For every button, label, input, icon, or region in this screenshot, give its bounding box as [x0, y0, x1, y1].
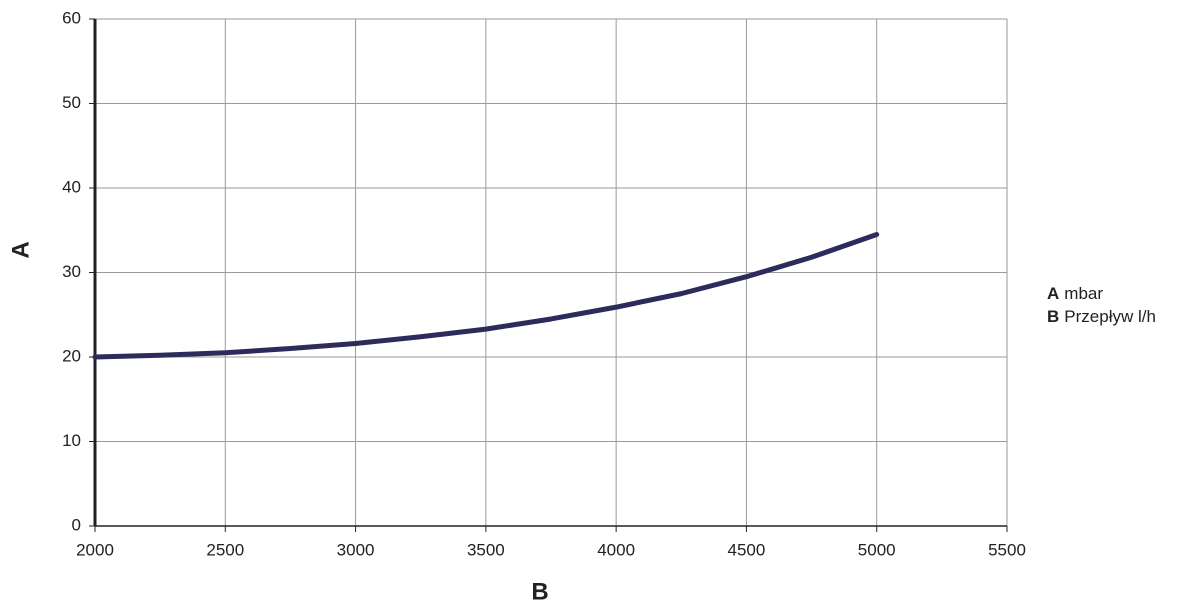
y-tick-label: 60: [62, 8, 81, 27]
legend-text: mbar: [1064, 284, 1103, 303]
legend-key: B: [1047, 307, 1059, 326]
legend-text: Przepływ l/h: [1064, 307, 1156, 326]
y-tick-label: 0: [72, 515, 81, 534]
x-tick-label: 4000: [597, 540, 635, 559]
legend-entry: B Przepływ l/h: [1047, 307, 1156, 326]
x-tick-label: 3500: [467, 540, 505, 559]
x-tick-label: 5000: [858, 540, 896, 559]
x-axis-title: B: [531, 578, 548, 605]
x-tick-label: 3000: [337, 540, 375, 559]
y-tick-label: 20: [62, 346, 81, 365]
y-tick-label: 30: [62, 262, 81, 281]
line-series: [92, 231, 880, 360]
x-tick-label: 5500: [988, 540, 1026, 559]
y-axis-title: A: [7, 241, 34, 258]
x-tick-label: 2500: [206, 540, 244, 559]
y-tick-label: 50: [62, 93, 81, 112]
x-tick-label: 4500: [728, 540, 766, 559]
legend-key: A: [1047, 284, 1059, 303]
y-tick-label: 10: [62, 431, 81, 450]
y-tick-label: 40: [62, 177, 81, 196]
x-tick-label: 2000: [76, 540, 114, 559]
